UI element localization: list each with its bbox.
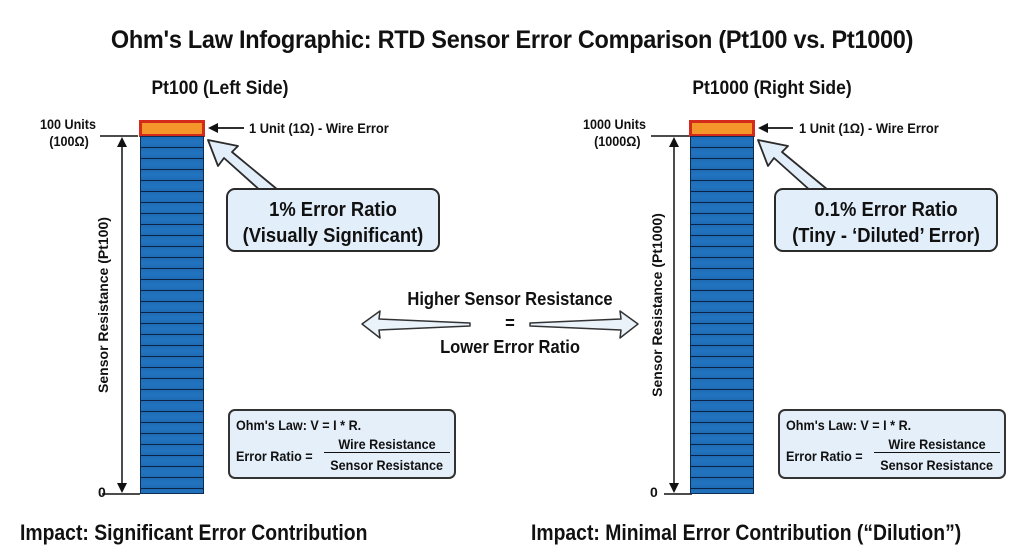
pt1000-formula-box: Ohm's Law: V = I * R. Error Ratio = Wire… xyxy=(778,409,1006,479)
pt100-zero-label: 0 xyxy=(98,484,106,500)
callout-ratio: 0.1% Error Ratio xyxy=(814,199,958,221)
pt100-heading: Pt100 (Left Side) xyxy=(151,78,289,99)
pt1000-axis-label: Sensor Resistance (Pt1000) xyxy=(649,213,665,397)
fraction-numerator: Wire Resistance xyxy=(874,436,1000,453)
pt100-wire-pointer-arrow-icon xyxy=(208,123,244,133)
center-line-3: Lower Error Ratio xyxy=(440,337,580,357)
pt100-formula-box: Ohm's Law: V = I * R. Error Ratio = Wire… xyxy=(228,409,456,479)
error-ratio-lhs: Error Ratio = xyxy=(236,448,313,464)
pt100-impact-text: Impact: Significant Error Contribution xyxy=(20,520,368,545)
pt1000-heading: Pt1000 (Right Side) xyxy=(692,78,852,99)
callout-note: (Tiny - ‘Diluted’ Error) xyxy=(792,225,980,247)
pt1000-zero-label: 0 xyxy=(650,484,658,500)
pt100-axis-arrow-icon xyxy=(100,135,140,495)
pt1000-wire-error-segment xyxy=(689,120,755,137)
top-label-ohms: (100Ω) xyxy=(49,133,89,149)
pt1000-wire-pointer-arrow-icon xyxy=(758,123,793,133)
fraction-denominator: Sensor Resistance xyxy=(880,457,994,473)
callout-ratio: 1% Error Ratio xyxy=(269,199,397,221)
pt1000-error-ratio-callout: 0.1% Error Ratio (Tiny - ‘Diluted’ Error… xyxy=(774,188,998,252)
fraction-denominator: Sensor Resistance xyxy=(330,457,444,473)
pt1000-impact-text: Impact: Minimal Error Contribution (“Dil… xyxy=(531,520,962,545)
center-line-1: Higher Sensor Resistance xyxy=(407,289,613,309)
top-label-ohms: (1000Ω) xyxy=(594,133,641,149)
pt1000-top-label: 1000 Units (1000Ω) xyxy=(569,116,646,150)
error-ratio-lhs: Error Ratio = xyxy=(786,448,863,464)
pt100-wire-error-segment xyxy=(139,120,205,137)
pt100-sensor-bar xyxy=(140,136,204,494)
pt100-top-label: 100 Units (100Ω) xyxy=(28,116,96,150)
pt1000-sensor-bar xyxy=(690,136,754,494)
ohms-law-text: Ohm's Law: V = I * R. xyxy=(786,417,912,433)
pt1000-callout-pointer-icon xyxy=(757,139,829,193)
top-label-units: 1000 Units xyxy=(582,116,646,132)
ohms-law-text: Ohm's Law: V = I * R. xyxy=(236,417,362,433)
fraction-numerator: Wire Resistance xyxy=(324,436,450,453)
left-double-arrow-icon xyxy=(361,310,471,339)
top-label-units: 100 Units xyxy=(39,116,96,132)
callout-note: (Visually Significant) xyxy=(242,225,424,247)
center-line-2: = xyxy=(505,313,515,333)
pt1000-wire-label: 1 Unit (1Ω) - Wire Error xyxy=(799,120,939,136)
pt100-wire-label: 1 Unit (1Ω) - Wire Error xyxy=(249,120,389,136)
pt100-axis-label: Sensor Resistance (Pt100) xyxy=(95,217,111,393)
page-title: Ohm's Law Infographic: RTD Sensor Error … xyxy=(110,26,914,54)
pt100-error-ratio-callout: 1% Error Ratio (Visually Significant) xyxy=(226,188,440,252)
right-double-arrow-icon xyxy=(529,310,639,339)
pt1000-axis-arrow-icon xyxy=(651,135,692,495)
